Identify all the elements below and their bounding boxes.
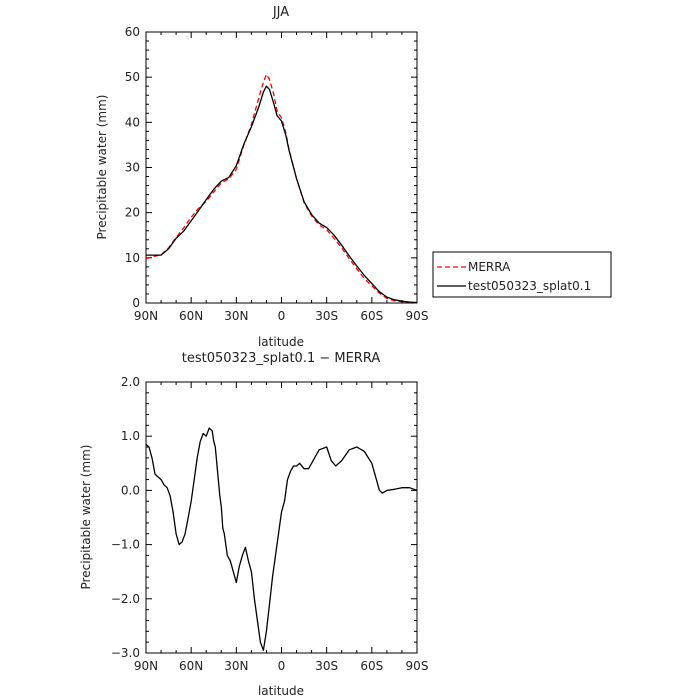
legend: MERRA test050323_splat0.1 [432,251,612,298]
top-x-tick-label: 90S [406,309,429,323]
bottom-panel-title: test050323_splat0.1 − MERRA [182,351,381,366]
bottom-x-tick-label: 90S [406,659,429,673]
bottom-plot-marks: 90N 60N 30N 0 30S 60S 90S −3.0 −2.0 −1.0 0.0 1.0 2.0 [111,375,429,673]
top-y-tick-label: 60 [125,25,140,39]
top-x-tick-label: 60S [360,309,383,323]
bottom-y-tick-label: −1.0 [111,538,140,552]
legend-box [432,251,612,298]
top-x-tick-label: 60N [179,309,203,323]
bottom-y-tick-label: −3.0 [111,646,140,660]
top-plot-marks: 90N 60N 30N 0 30S 60S 90S 0 10 20 30 40 50 60 [125,25,429,323]
top-x-tick-label: 30S [315,309,338,323]
top-y-tick-label: 0 [132,296,140,310]
bottom-y-tick-label: 0.0 [121,483,140,497]
top-x-axis-label: latitude [258,335,304,349]
top-x-tick-label: 30N [224,309,248,323]
bottom-y-tick-label: −2.0 [111,592,140,606]
bottom-y-tick-label: 2.0 [121,375,140,389]
top-panel: JJA 90N 60N 30N 0 30S 60S 90S 0 10 20 30 40 50 60 lat… [95,5,612,349]
bottom-panel: test050323_splat0.1 − MERRA 90N 60N 30N 0 30… [79,351,428,698]
top-x-tick-label: 90N [134,309,158,323]
bottom-series-line-0 [145,427,418,651]
top-y-axis-label: Precipitable water (mm) [95,95,109,240]
bottom-y-axis-label: Precipitable water (mm) [79,445,93,590]
top-y-tick-label: 10 [125,251,140,265]
bottom-x-tick-label: 60S [360,659,383,673]
legend-label-merra: MERRA [468,260,511,274]
top-x-tick-label: 0 [278,309,286,323]
bottom-plot-frame [145,381,418,654]
bottom-y-tick-label: 1.0 [121,429,140,443]
bottom-x-tick-label: 30N [224,659,248,673]
top-y-tick-label: 40 [125,115,140,129]
bottom-x-tick-label: 60N [179,659,203,673]
bottom-x-tick-label: 0 [278,659,286,673]
top-y-tick-label: 50 [125,70,140,84]
top-y-tick-label: 20 [125,206,140,220]
top-y-tick-label: 30 [125,161,140,175]
bottom-x-tick-label: 90N [134,659,158,673]
bottom-x-axis-label: latitude [258,684,304,698]
bottom-x-tick-label: 30S [315,659,338,673]
top-plot-frame [145,31,418,304]
top-series-line-1 [146,85,418,304]
top-panel-title: JJA [272,5,289,20]
top-series-line-0 [145,73,418,304]
legend-label-test: test050323_splat0.1 [468,279,591,293]
